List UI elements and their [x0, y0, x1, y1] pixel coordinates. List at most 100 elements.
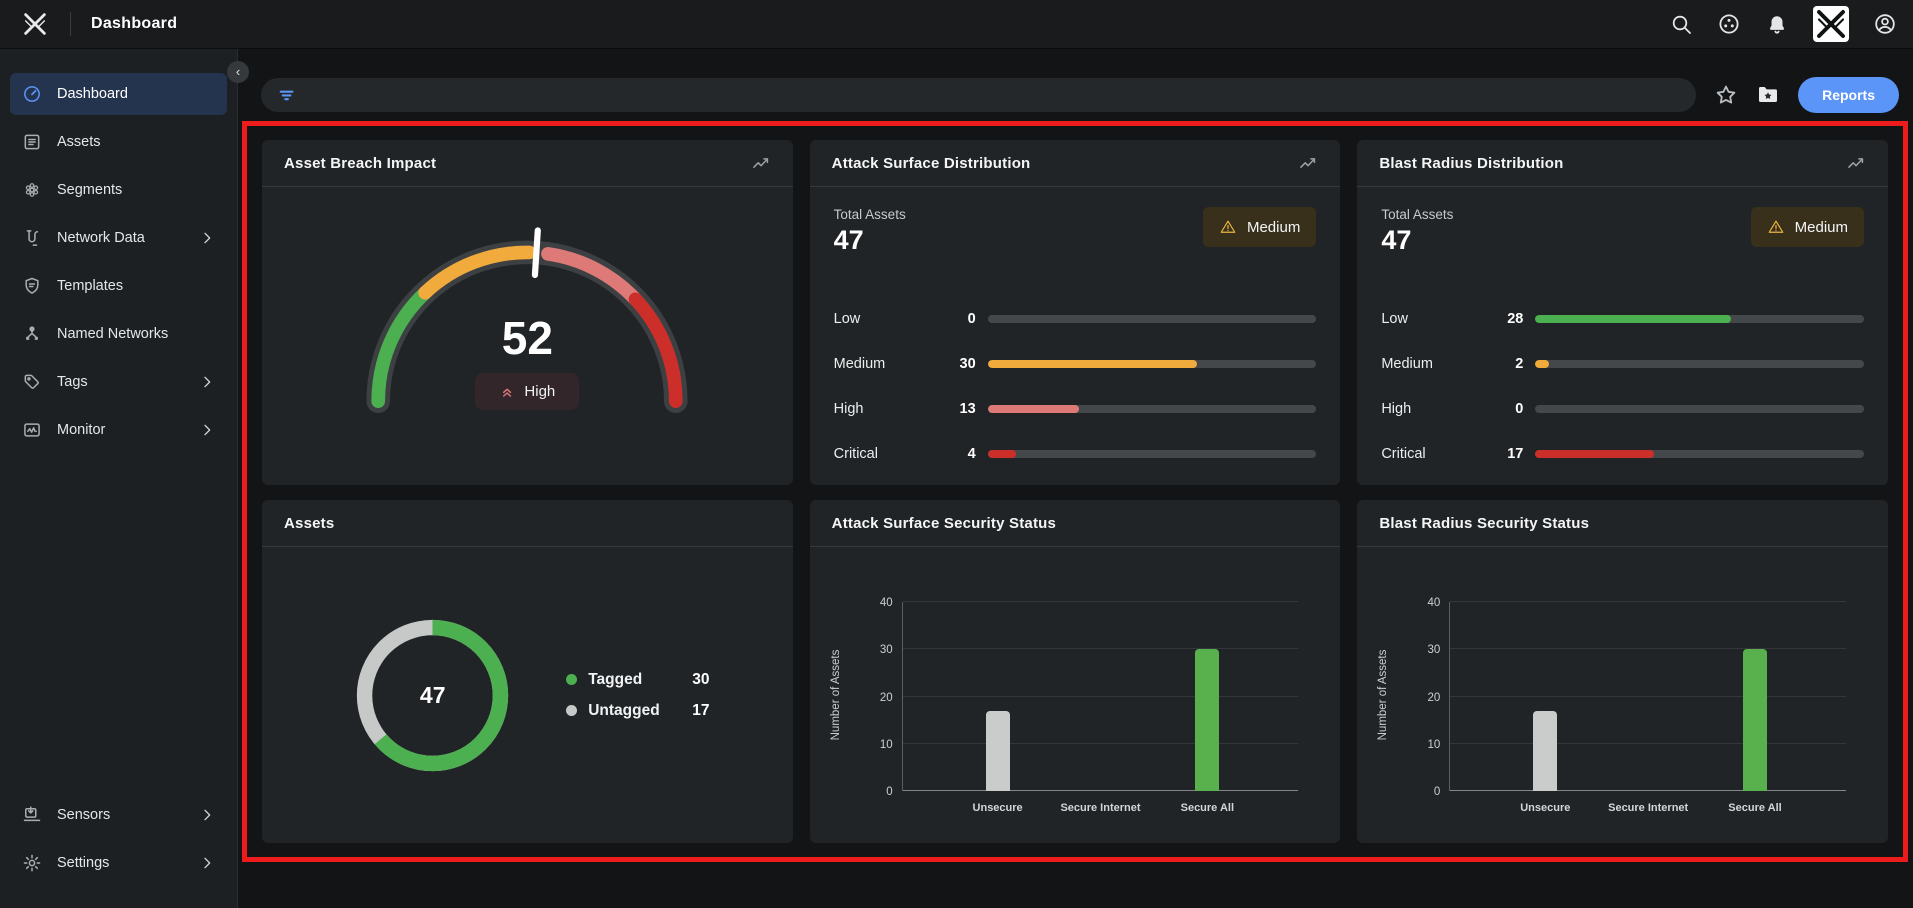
page-title: Dashboard: [91, 15, 178, 32]
severity-bar-fill: [987, 449, 1016, 458]
severity-count: 4: [967, 445, 976, 462]
distribution-row-high: High 13: [834, 386, 1317, 431]
annotation-highlight-frame: Asset Breach Impact 52 High: [242, 121, 1908, 862]
distribution-row-low: Low 0: [834, 296, 1317, 341]
gridline-0: [1450, 790, 1846, 791]
help-wheel-icon[interactable]: [1717, 12, 1741, 36]
saved-views-folder-icon[interactable]: [1756, 83, 1780, 107]
sidebar-collapse-button[interactable]: ‹: [227, 61, 249, 83]
y-tick-label: 40: [879, 597, 893, 609]
severity-name: High: [833, 400, 864, 417]
card-title: Assets: [284, 514, 335, 532]
total-assets-value: 47: [1381, 225, 1412, 255]
donut-legend: Tagged 30 Untagged 17: [566, 671, 709, 720]
sidebar-item-monitor[interactable]: Monitor: [10, 409, 227, 451]
trend-up-icon[interactable]: [751, 153, 771, 173]
severity-bar-track: [987, 359, 1317, 368]
legend-value: 17: [692, 701, 710, 719]
severity-name: Low: [1381, 310, 1408, 327]
severity-bar-track: [1535, 449, 1864, 458]
legend-value: 30: [692, 670, 710, 688]
sidebar-item-segments[interactable]: Segments: [10, 169, 227, 211]
severity-bar-fill: [1535, 449, 1655, 458]
x-tick-label: Secure Internet: [1060, 802, 1141, 814]
sidebar-item-label: Named Networks: [57, 326, 169, 342]
reports-button[interactable]: Reports: [1798, 77, 1899, 113]
sidebar-item-label: Templates: [57, 278, 124, 294]
severity-count: 28: [1507, 310, 1524, 327]
total-assets-block: Total Assets 47: [1381, 207, 1453, 256]
card-asset-breach-impact: Asset Breach Impact 52 High: [262, 140, 793, 485]
trend-up-icon[interactable]: [1846, 153, 1866, 173]
sidebar-item-named-networks[interactable]: Named Networks: [10, 313, 227, 355]
severity-name: Medium: [833, 355, 886, 372]
main-content: Reports Asset Breach Impact 52 High: [238, 49, 1913, 908]
gridline-10: [902, 742, 1299, 744]
gridline-10: [1450, 742, 1846, 744]
legend-item-tagged: Tagged 30: [566, 671, 709, 689]
sidebar-item-label: Monitor: [57, 422, 106, 438]
severity-count: 2: [1515, 355, 1524, 372]
card-blast-radius-distribution: Blast Radius Distribution Total Assets 4…: [1357, 140, 1888, 485]
gridline-30: [1450, 648, 1846, 650]
brand-logo[interactable]: [1813, 6, 1849, 42]
sidebar-item-settings[interactable]: Settings: [10, 842, 227, 884]
distribution-row-medium: Medium 2: [1381, 341, 1864, 386]
sensors-icon: [22, 805, 42, 825]
card-title: Blast Radius Distribution: [1379, 154, 1564, 172]
severity-bar-track: [1535, 404, 1864, 413]
card-title: Asset Breach Impact: [284, 154, 437, 172]
distribution-row-critical: Critical 4: [834, 431, 1317, 476]
severity-label: Medium: [1246, 218, 1301, 236]
sidebar-nav: Dashboard Assets Segments Network Data Templ…: [0, 73, 237, 457]
sidebar-item-templates[interactable]: Templates: [10, 265, 227, 307]
severity-count: 0: [1515, 400, 1524, 417]
assets-icon: [22, 132, 42, 152]
severity-badge-medium: Medium: [1202, 207, 1317, 247]
favorite-star-icon[interactable]: [1714, 83, 1738, 107]
gridline-40: [902, 601, 1299, 602]
sidebar-nav-bottom: Sensors Settings: [0, 794, 237, 908]
distribution-row-high: High 0: [1381, 386, 1864, 431]
severity-count: 13: [959, 400, 976, 417]
named-networks-icon: [22, 324, 42, 344]
severity-count: 0: [967, 310, 976, 327]
card-header: Attack Surface Distribution: [809, 140, 1341, 187]
topbar-divider: [70, 12, 71, 36]
templates-icon: [22, 276, 42, 296]
sidebar-item-sensors[interactable]: Sensors: [10, 794, 227, 836]
severity-bar-fill: [1535, 359, 1550, 368]
severity-name: Low: [833, 310, 861, 327]
assets-donut-chart: 47: [345, 608, 520, 783]
gridline-0: [902, 790, 1299, 791]
card-title: Attack Surface Security Status: [831, 514, 1057, 532]
sidebar-item-assets[interactable]: Assets: [10, 121, 227, 163]
app-logo-icon[interactable]: [20, 9, 50, 39]
notifications-bell-icon[interactable]: [1765, 12, 1789, 36]
account-icon[interactable]: [1873, 12, 1897, 36]
search-icon[interactable]: [1669, 12, 1693, 36]
sidebar-item-tags[interactable]: Tags: [10, 361, 227, 403]
monitor-icon: [22, 420, 42, 440]
filter-bar[interactable]: [261, 78, 1697, 112]
card-assets: Assets 47 Tagged 30 Untagged 17: [262, 500, 793, 843]
trend-up-icon[interactable]: [1298, 153, 1318, 173]
severity-name: Medium: [1381, 355, 1433, 372]
total-assets-label: Total Assets: [1381, 207, 1454, 222]
sidebar-item-dashboard[interactable]: Dashboard: [10, 73, 227, 115]
sidebar-item-network-data[interactable]: Network Data: [10, 217, 227, 259]
card-header: Assets: [262, 500, 793, 547]
legend-dot-icon: [566, 705, 578, 716]
x-tick-label: Unsecure: [1520, 802, 1571, 814]
total-assets-block: Total Assets 47: [834, 207, 906, 256]
card-header: Attack Surface Security Status: [809, 500, 1341, 547]
y-tick-label: 30: [1427, 644, 1441, 657]
settings-icon: [22, 853, 42, 873]
total-assets-value: 47: [833, 225, 864, 255]
chevron-right-icon: [199, 807, 215, 823]
x-tick-label: Secure Internet: [1608, 802, 1689, 814]
sidebar-item-label: Segments: [57, 182, 123, 198]
dashboard-icon: [22, 84, 42, 104]
severity-count: 30: [959, 355, 976, 372]
y-tick-label: 20: [879, 691, 893, 704]
